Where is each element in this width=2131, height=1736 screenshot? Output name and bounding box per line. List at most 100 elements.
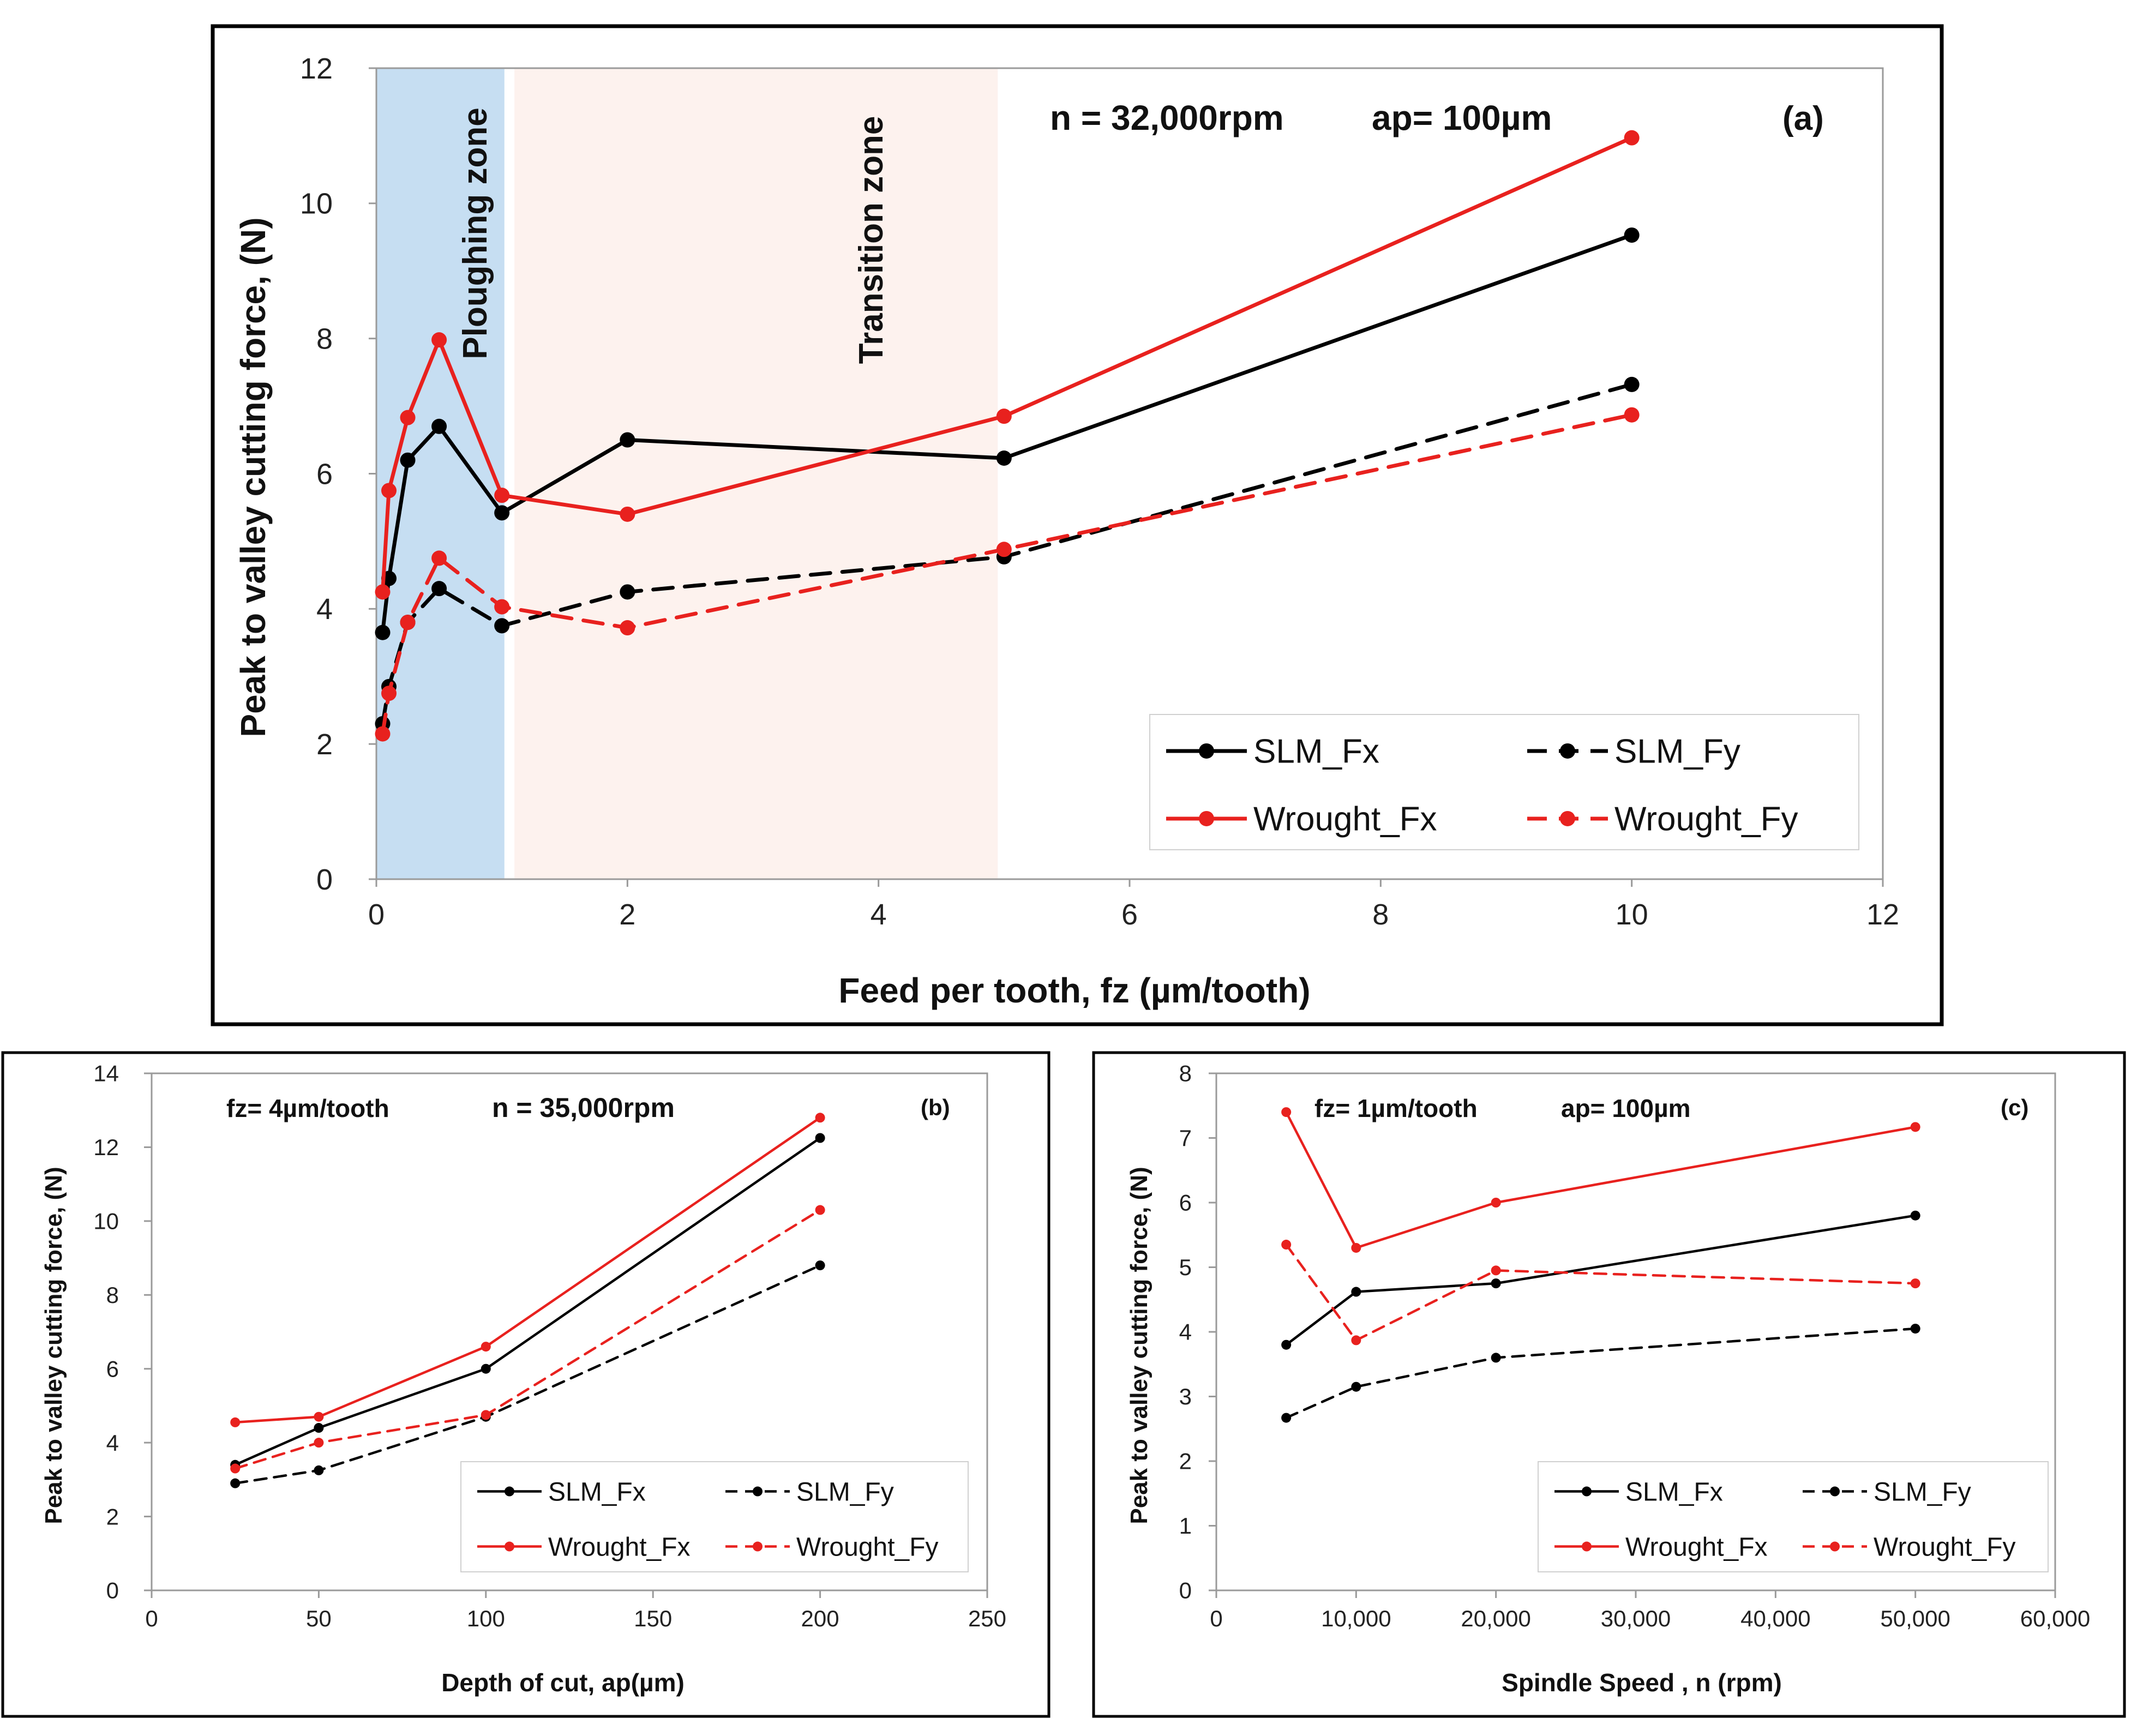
- data-point-wrought-fy: [996, 542, 1012, 557]
- x-tick-label: 250: [968, 1606, 1006, 1631]
- legend-marker-slm-fy: [1830, 1486, 1840, 1497]
- legend-label-wrought-fy: Wrought_Fy: [1614, 801, 1798, 838]
- legend-label-wrought-fy: Wrought_Fy: [1874, 1533, 2016, 1561]
- panel-a-legend: SLM_Fx SLM_Fy Wrought_Fx Wrought_Fy: [1149, 714, 1859, 850]
- data-point-wrought-fx: [1491, 1198, 1501, 1208]
- data-point-wrought-fx: [1624, 130, 1640, 146]
- data-point-wrought-fy: [400, 615, 416, 630]
- data-point-wrought-fx: [1910, 1122, 1920, 1132]
- legend-box: [460, 1461, 969, 1572]
- legend-marker-wrought-fx: [1199, 810, 1214, 826]
- legend-marker-wrought-fy: [753, 1541, 763, 1552]
- panel-c-legend: SLM_Fx SLM_Fy Wrought_Fx Wrought_Fy: [1538, 1461, 2049, 1572]
- panel-b-annotation-feed: fz= 4µm/tooth: [226, 1094, 389, 1122]
- legend-label-slm-fy: SLM_Fy: [1614, 733, 1740, 771]
- data-point-slm-fx: [400, 452, 416, 468]
- legend-label-slm-fx: SLM_Fx: [1253, 733, 1379, 771]
- data-point-slm-fx: [996, 450, 1012, 466]
- panel-a-annotation-speed: n = 32,000rpm: [1050, 98, 1284, 137]
- panel-a-label: (a): [1782, 100, 1824, 137]
- legend-label-wrought-fy: Wrought_Fy: [796, 1533, 939, 1561]
- data-point-wrought-fx: [230, 1417, 241, 1427]
- data-point-slm-fy: [431, 581, 447, 597]
- ploughing-zone-label: Ploughing zone: [457, 107, 494, 359]
- y-tick-label: 6: [1179, 1190, 1192, 1216]
- y-tick-label: 0: [1179, 1578, 1192, 1603]
- legend-label-slm-fy: SLM_Fy: [1874, 1477, 1971, 1506]
- data-point-wrought-fx: [431, 332, 447, 348]
- y-tick-label: 6: [106, 1356, 119, 1381]
- data-point-wrought-fx: [314, 1411, 324, 1422]
- data-point-slm-fx: [1910, 1210, 1920, 1221]
- panel-a-zones: [376, 68, 998, 879]
- series-line-slm-fx: [233, 1137, 821, 1467]
- data-point-wrought-fx: [815, 1113, 825, 1123]
- x-tick-label: 10: [1616, 898, 1648, 931]
- y-tick-label: 4: [1179, 1319, 1192, 1345]
- y-tick-label: 8: [316, 323, 333, 356]
- x-tick-label: 50,000: [1880, 1606, 1950, 1631]
- data-point-wrought-fy: [1910, 1278, 1920, 1289]
- data-point-slm-fx: [375, 624, 391, 640]
- series-line-wrought-fx: [233, 1116, 821, 1424]
- y-tick-label: 6: [316, 458, 333, 490]
- y-tick-label: 0: [316, 863, 333, 896]
- legend-marker-wrought-fy: [1830, 1541, 1840, 1552]
- panel-c: 0 10,000 20,000 30,000 40,000 50,000 60,000 0 1 2…: [1092, 1051, 2126, 1718]
- legend-label-wrought-fx: Wrought_Fx: [1625, 1533, 1768, 1561]
- data-point-slm-fx: [1491, 1278, 1501, 1289]
- data-point-slm-fx: [1281, 1339, 1292, 1350]
- data-point-wrought-fy: [381, 686, 397, 701]
- data-point-wrought-fy: [620, 620, 635, 636]
- y-tick-label: 3: [1179, 1384, 1192, 1409]
- panel-c-y-axis-title: Peak to valley cutting force, (N): [1126, 1167, 1152, 1524]
- series-line-wrought-fy: [233, 1209, 821, 1470]
- panel-b-axes: 0 50 100 150 200 250 0 2 4 6 8 10 12 14: [93, 1061, 1006, 1631]
- x-tick-label: 10,000: [1321, 1606, 1391, 1631]
- data-point-slm-fy: [314, 1465, 324, 1475]
- data-point-wrought-fx: [996, 409, 1012, 424]
- data-point-wrought-fx: [1351, 1242, 1361, 1253]
- series-line-wrought-fx: [381, 136, 1634, 594]
- data-point-slm-fx: [815, 1133, 825, 1143]
- zone-transition-zone: [514, 68, 998, 879]
- panel-a: 0 2 4 6 8 10 12 0 2 4 6 8 10 12 n = 32,000rpm ap= 100…: [211, 24, 1944, 1026]
- y-tick-label: 7: [1179, 1125, 1192, 1151]
- x-tick-label: 60,000: [2020, 1606, 2090, 1631]
- data-point-slm-fy: [1351, 1381, 1361, 1392]
- data-point-wrought-fx: [381, 483, 397, 498]
- legend-marker-slm-fx: [1582, 1486, 1592, 1497]
- series-line-slm-fy: [233, 1264, 821, 1485]
- data-point-slm-fx: [1351, 1287, 1361, 1297]
- data-point-slm-fx: [431, 418, 447, 434]
- data-point-slm-fy: [1491, 1353, 1501, 1363]
- data-point-slm-fy: [1624, 376, 1640, 392]
- y-tick-label: 12: [300, 52, 333, 85]
- y-tick-label: 10: [300, 188, 333, 220]
- series-line-slm-fx: [1284, 1214, 1917, 1346]
- panel-b-series: [230, 1113, 825, 1488]
- panel-b-frame: [1, 1051, 1051, 1718]
- legend-marker-slm-fx: [1199, 743, 1214, 759]
- y-tick-label: 4: [106, 1430, 119, 1456]
- y-tick-label: 0: [106, 1578, 119, 1603]
- series-line-slm-fy: [1284, 1327, 1917, 1419]
- panel-a-y-axis-title: Peak to valley cutting force, (N): [233, 217, 273, 737]
- panel-c-annotation-feed: fz= 1µm/tooth: [1314, 1094, 1478, 1122]
- x-tick-label: 0: [145, 1606, 158, 1631]
- data-point-slm-fx: [494, 505, 510, 521]
- zone-ploughing-zone: [376, 68, 505, 879]
- legend-box: [1149, 714, 1859, 850]
- transition-zone-label: Transition zone: [853, 116, 890, 364]
- x-tick-label: 8: [1372, 898, 1389, 931]
- data-point-wrought-fy: [1491, 1265, 1501, 1276]
- x-tick-label: 200: [801, 1606, 839, 1631]
- x-tick-label: 12: [1866, 898, 1899, 931]
- panel-b-x-axis-title: Depth of cut, ap(µm): [441, 1668, 685, 1697]
- y-tick-label: 12: [93, 1134, 119, 1160]
- panel-c-x-axis-title: Spindle Speed , n (rpm): [1502, 1668, 1782, 1697]
- panel-c-frame: [1092, 1051, 2126, 1718]
- x-tick-label: 150: [634, 1606, 672, 1631]
- data-point-wrought-fy: [1624, 407, 1640, 423]
